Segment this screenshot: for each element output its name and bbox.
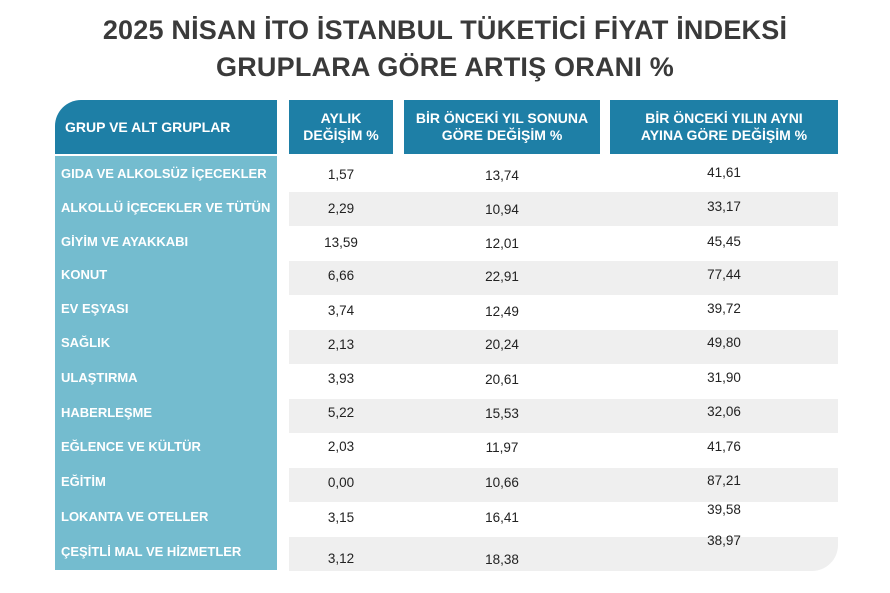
header-yoy: BİR ÖNCEKİ YILIN AYNI AYINA GÖRE DEĞİŞİM… <box>610 100 838 154</box>
row-ytd-value: 11,97 <box>485 440 519 455</box>
row-group-label: ALKOLLÜ İÇECEKLER VE TÜTÜN <box>61 200 271 215</box>
page-title: 2025 NİSAN İTO İSTANBUL TÜKETİCİ FİYAT İ… <box>102 15 788 45</box>
row-yoy-value: 31,90 <box>707 370 741 385</box>
row-monthly-value: 3,93 <box>327 371 355 386</box>
row-ytd-value: 18,38 <box>485 552 519 567</box>
row-monthly-value: 6,66 <box>327 268 355 283</box>
row-ytd-value: 13,74 <box>485 168 519 183</box>
row-yoy-value: 39,72 <box>707 301 741 316</box>
row-monthly-value: 13,59 <box>324 235 358 250</box>
row-yoy-value: 87,21 <box>707 473 741 488</box>
header-yoy-label: BİR ÖNCEKİ YILIN AYNI AYINA GÖRE DEĞİŞİM… <box>640 110 808 143</box>
row-group-label: EĞLENCE VE KÜLTÜR <box>61 439 201 454</box>
row-ytd-value: 20,61 <box>485 372 519 387</box>
row-group-label: ÇEŞİTLİ MAL VE HİZMETLER <box>61 544 242 559</box>
row-monthly-value: 3,74 <box>327 303 355 318</box>
header-group: GRUP VE ALT GRUPLAR <box>55 100 277 154</box>
row-stripe <box>289 330 838 364</box>
row-stripe <box>289 468 838 502</box>
row-yoy-value: 33,17 <box>707 199 741 214</box>
row-monthly-value: 1,57 <box>327 167 355 182</box>
row-stripe <box>289 537 838 571</box>
row-yoy-value: 32,06 <box>707 404 741 419</box>
row-ytd-value: 10,66 <box>485 475 519 490</box>
row-ytd-value: 12,49 <box>485 304 519 319</box>
row-group-label: HABERLEŞME <box>61 405 153 420</box>
row-monthly-value: 3,15 <box>327 510 355 525</box>
row-yoy-value: 41,61 <box>707 165 741 180</box>
row-ytd-value: 16,41 <box>485 510 519 525</box>
header-monthly-label: AYLIK DEĞİŞİM % <box>303 110 379 143</box>
page-subtitle: GRUPLARA GÖRE ARTIŞ ORANI % <box>216 52 674 82</box>
row-monthly-value: 2,13 <box>327 337 355 352</box>
row-ytd-value: 15,53 <box>485 406 519 421</box>
row-group-label: GIDA VE ALKOLSÜZ İÇECEKLER <box>61 166 267 181</box>
row-ytd-value: 12,01 <box>485 236 519 251</box>
row-group-label: KONUT <box>61 267 108 282</box>
row-group-label: EĞİTİM <box>61 474 106 489</box>
row-group-label: SAĞLIK <box>61 335 111 350</box>
row-group-label: ULAŞTIRMA <box>61 370 138 385</box>
row-group-label: EV EŞYASI <box>61 301 129 316</box>
row-yoy-value: 39,58 <box>707 502 741 517</box>
group-column <box>55 156 277 570</box>
row-ytd-value: 10,94 <box>485 202 519 217</box>
row-group-label: LOKANTA VE OTELLER <box>61 509 209 524</box>
header-monthly: AYLIK DEĞİŞİM % <box>289 100 393 154</box>
row-monthly-value: 2,29 <box>327 201 355 216</box>
row-stripe <box>289 399 838 433</box>
row-group-label: GİYİM VE AYAKKABI <box>61 234 189 249</box>
row-monthly-value: 5,22 <box>327 405 355 420</box>
row-stripe <box>289 261 838 295</box>
header-ytd-label: BİR ÖNCEKİ YIL SONUNA GÖRE DEĞİŞİM % <box>415 110 589 143</box>
row-ytd-value: 20,24 <box>485 337 519 352</box>
row-yoy-value: 45,45 <box>707 234 741 249</box>
row-yoy-value: 77,44 <box>707 267 741 282</box>
row-monthly-value: 2,03 <box>327 439 355 454</box>
row-yoy-value: 41,76 <box>707 439 741 454</box>
row-stripe <box>289 192 838 226</box>
header-group-label: GRUP VE ALT GRUPLAR <box>65 118 231 135</box>
header-ytd: BİR ÖNCEKİ YIL SONUNA GÖRE DEĞİŞİM % <box>404 100 600 154</box>
row-ytd-value: 22,91 <box>485 269 519 284</box>
row-yoy-value: 49,80 <box>707 335 741 350</box>
row-yoy-value: 38,97 <box>707 533 741 548</box>
row-monthly-value: 3,12 <box>327 551 355 566</box>
row-monthly-value: 0,00 <box>327 475 355 490</box>
